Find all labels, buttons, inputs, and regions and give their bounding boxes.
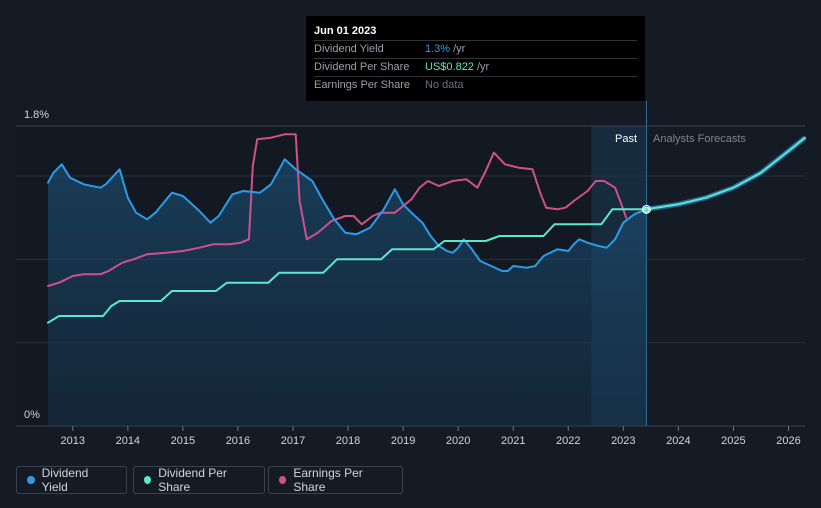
x-tick-label: 2024: [666, 435, 690, 447]
tooltip-row-earnings-per-share: Earnings Per Share No data: [314, 77, 637, 94]
tooltip: Jun 01 2023 Dividend Yield 1.3% /yr Divi…: [306, 16, 645, 101]
y-tick-bottom: 0%: [24, 409, 40, 421]
x-tick-label: 2015: [171, 435, 195, 447]
legend-dot-icon: [27, 476, 35, 484]
legend-dot-icon: [279, 476, 287, 484]
legend-label: Dividend Yield: [41, 466, 89, 494]
dividend-yield-area: [48, 159, 647, 427]
x-tick-label: 2020: [446, 435, 470, 447]
dividend-per-share-forecast-glow: [646, 135, 807, 212]
tooltip-label: Dividend Per Share: [314, 61, 410, 73]
dividend-yield-line: [47, 158, 648, 272]
tooltip-unit: /yr: [453, 43, 466, 55]
legend-earnings-per-share[interactable]: Earnings Per Share: [268, 466, 403, 494]
past-label: Past: [615, 133, 637, 145]
tooltip-row-dividend-yield: Dividend Yield 1.3% /yr: [314, 41, 637, 59]
tooltip-date: Jun 01 2023: [314, 22, 637, 41]
x-tick-label: 2018: [336, 435, 360, 447]
x-tick-label: 2026: [776, 435, 800, 447]
legend-dot-icon: [144, 476, 152, 484]
x-tick-label: 2019: [391, 435, 415, 447]
x-tick-label: 2017: [281, 435, 305, 447]
tooltip-value: No data: [425, 79, 464, 91]
x-tick-label: 2013: [61, 435, 85, 447]
y-tick-top: 1.8%: [24, 109, 49, 121]
tooltip-label: Earnings Per Share: [314, 79, 410, 91]
tooltip-label: Dividend Yield: [314, 43, 384, 55]
x-tick-label: 2014: [116, 435, 140, 447]
legend-dividend-per-share[interactable]: Dividend Per Share: [133, 466, 265, 494]
legend-label: Dividend Per Share: [158, 466, 227, 494]
tooltip-row-dividend-per-share: Dividend Per Share US$0.822 /yr: [314, 59, 637, 77]
x-tick-label: 2016: [226, 435, 250, 447]
legend-dividend-yield[interactable]: Dividend Yield: [16, 466, 127, 494]
dividend-per-share-marker: [642, 206, 650, 214]
earnings-per-share-line: [47, 133, 628, 287]
x-tick-label: 2022: [556, 435, 580, 447]
tooltip-unit: /yr: [476, 61, 490, 73]
forecast-label: Analysts Forecasts: [653, 133, 746, 145]
x-tick-label: 2025: [721, 435, 745, 447]
x-tick-label: 2021: [501, 435, 525, 447]
dividend-per-share-line: [47, 136, 806, 324]
tooltip-value: 1.3%: [425, 43, 451, 55]
tooltip-value: US$0.822: [425, 61, 474, 73]
x-tick-label: 2023: [611, 435, 635, 447]
legend-label: Earnings Per Share: [293, 466, 363, 494]
